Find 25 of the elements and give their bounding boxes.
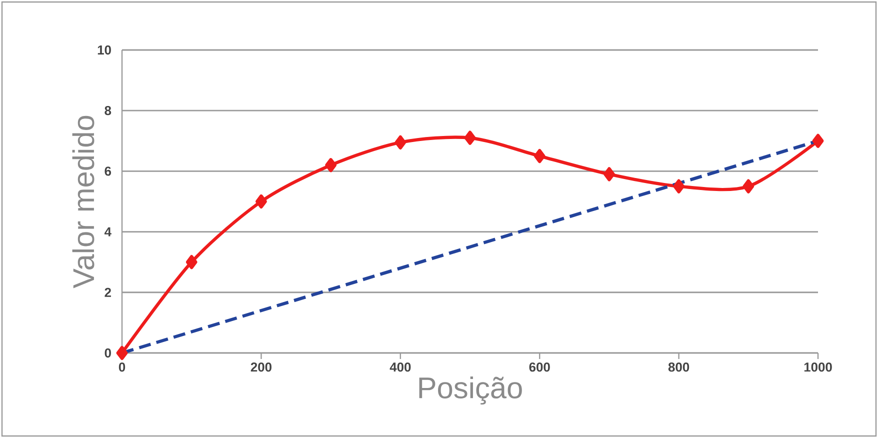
point [673, 179, 685, 194]
x-tick-label: 1000 [804, 362, 832, 372]
point [812, 134, 824, 148]
x-tick-label: 0 [118, 362, 126, 372]
x-tick-label: 400 [390, 362, 411, 372]
y-tick-label: 8 [104, 106, 112, 116]
y-tick-label: 2 [104, 288, 111, 297]
point [604, 167, 615, 182]
y-tick-label: 6 [104, 166, 112, 176]
y-tick-label: 0 [104, 348, 111, 358]
point [116, 346, 128, 360]
y-tick-label: 10 [98, 45, 111, 55]
point [325, 158, 337, 172]
y-tick-label: 4 [104, 227, 112, 236]
x-tick-label: 200 [250, 362, 272, 372]
point [464, 130, 476, 145]
y-axis-title: Valor medido [72, 116, 94, 288]
point [256, 194, 267, 209]
point [394, 135, 406, 150]
point [186, 255, 198, 270]
point [742, 179, 754, 194]
x-tick-label: 600 [529, 362, 550, 372]
x-tick-label: 800 [668, 362, 690, 372]
point [534, 148, 546, 164]
x-axis-title: Posição [419, 376, 522, 404]
